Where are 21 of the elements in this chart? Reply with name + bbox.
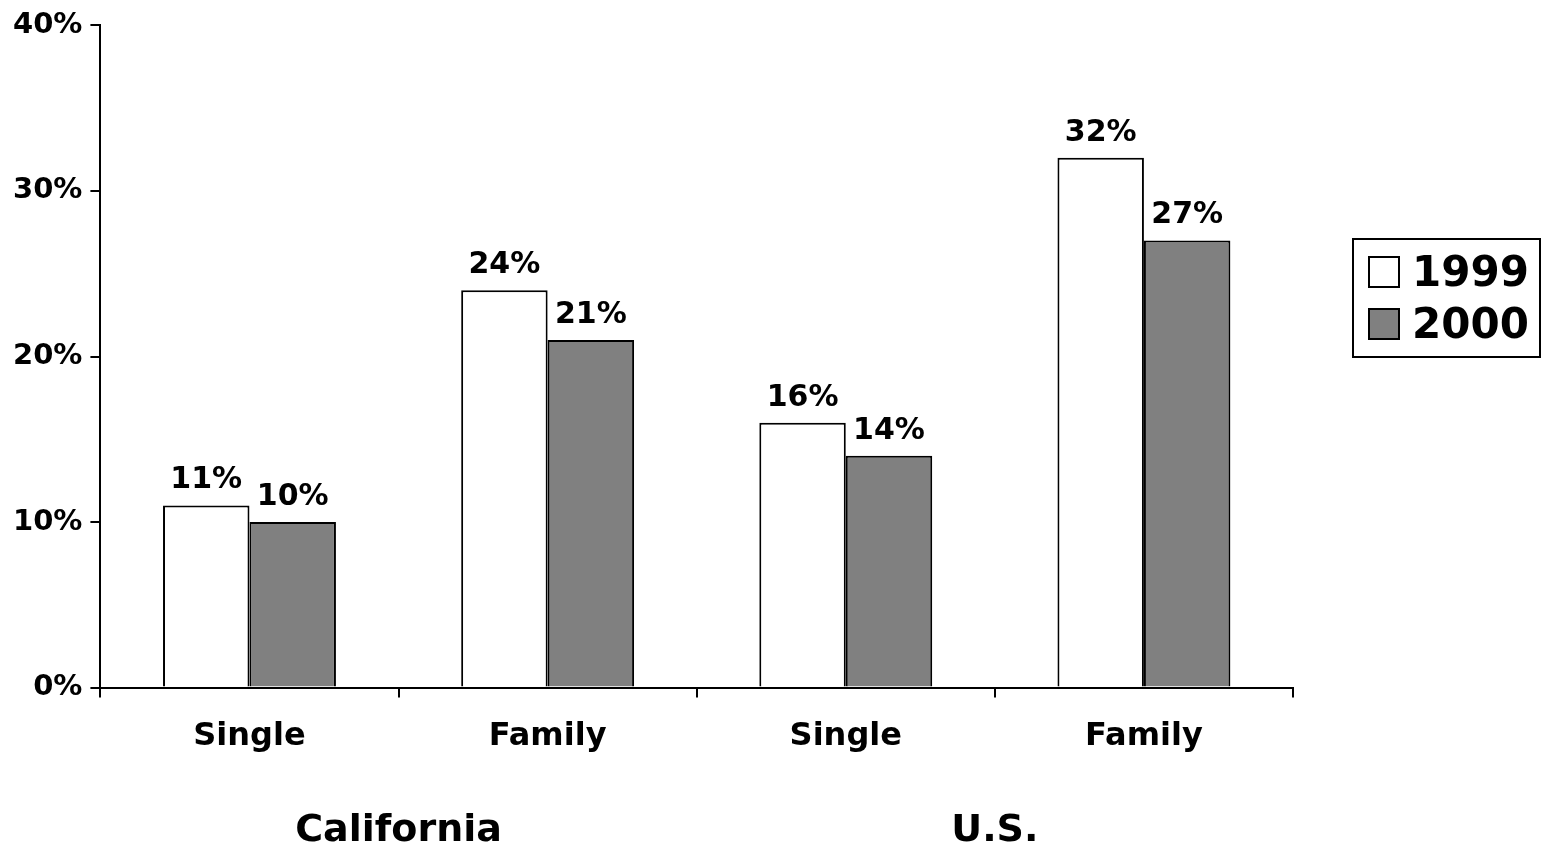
x-tick-label: Single (789, 715, 902, 754)
y-tick-label: 30% (12, 171, 83, 206)
x-tick-label: Family (488, 715, 607, 754)
y-tick-label: 20% (12, 337, 83, 372)
data-label: 11% (170, 460, 243, 496)
data-label: 32% (1064, 112, 1137, 148)
data-label: 27% (1151, 195, 1224, 231)
y-tick-label: 40% (12, 5, 83, 40)
x-tick-label: Single (193, 715, 306, 754)
y-tick-label: 10% (12, 502, 83, 537)
data-label: 14% (853, 410, 925, 446)
x-tick-label: Family (1085, 715, 1203, 754)
y-tick-label: 0% (33, 668, 83, 703)
data-label: 16% (766, 377, 839, 413)
data-label: 24% (468, 245, 541, 281)
text: U.S. (951, 806, 1039, 850)
text: 1999 (1412, 246, 1529, 298)
legend-label: 2000 (1412, 298, 1529, 350)
data-label: 21% (554, 294, 627, 330)
text: California (295, 806, 502, 850)
data-label: 10% (256, 476, 329, 512)
